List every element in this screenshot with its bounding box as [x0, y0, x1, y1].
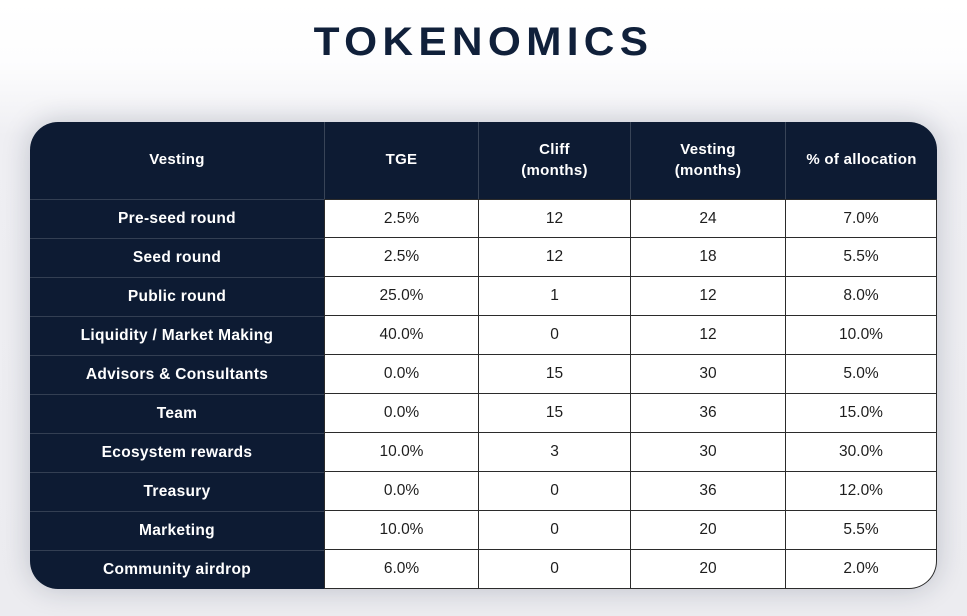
cliff-cell: 15	[478, 355, 630, 394]
vesting-months-cell: 18	[630, 238, 785, 277]
table-row: Marketing 10.0% 0 20 5.5%	[30, 511, 937, 550]
table-row: Public round 25.0% 1 12 8.0%	[30, 277, 937, 316]
vesting-months-cell: 30	[630, 355, 785, 394]
allocation-cell: 12.0%	[785, 472, 937, 511]
vesting-months-cell: 30	[630, 433, 785, 472]
table-row: Liquidity / Market Making 40.0% 0 12 10.…	[30, 316, 937, 355]
column-header-allocation: % of allocation	[785, 122, 937, 199]
allocation-cell: 5.0%	[785, 355, 937, 394]
tge-cell: 0.0%	[324, 355, 478, 394]
table-row: Ecosystem rewards 10.0% 3 30 30.0%	[30, 433, 937, 472]
vesting-schedule-table: Vesting TGE Cliff (months) Vesting (months…	[30, 122, 937, 589]
vesting-months-cell: 20	[630, 511, 785, 550]
cliff-cell: 0	[478, 550, 630, 589]
tge-cell: 2.5%	[324, 199, 478, 238]
cliff-cell: 12	[478, 199, 630, 238]
column-header-tge: TGE	[324, 122, 478, 199]
allocation-cell: 7.0%	[785, 199, 937, 238]
page-title: TOKENOMICS	[313, 20, 654, 64]
row-label: Community airdrop	[30, 550, 324, 589]
table-row: Community airdrop 6.0% 0 20 2.0%	[30, 550, 937, 589]
allocation-cell: 2.0%	[785, 550, 937, 589]
tge-cell: 6.0%	[324, 550, 478, 589]
allocation-cell: 15.0%	[785, 394, 937, 433]
row-label: Liquidity / Market Making	[30, 316, 324, 355]
allocation-cell: 30.0%	[785, 433, 937, 472]
tge-cell: 0.0%	[324, 472, 478, 511]
vesting-months-cell: 24	[630, 199, 785, 238]
column-header-cliff-months: Cliff (months)	[478, 122, 630, 199]
column-header-vesting-months: Vesting (months)	[630, 122, 785, 199]
row-label: Advisors & Consultants	[30, 355, 324, 394]
table-row: Treasury 0.0% 0 36 12.0%	[30, 472, 937, 511]
header-row: Vesting TGE Cliff (months) Vesting (months…	[30, 122, 937, 199]
vesting-months-cell: 36	[630, 394, 785, 433]
tge-cell: 10.0%	[324, 511, 478, 550]
row-label: Marketing	[30, 511, 324, 550]
table-row: Pre-seed round 2.5% 12 24 7.0%	[30, 199, 937, 238]
row-label: Pre-seed round	[30, 199, 324, 238]
row-label: Treasury	[30, 472, 324, 511]
row-label: Team	[30, 394, 324, 433]
allocation-cell: 5.5%	[785, 511, 937, 550]
vesting-months-cell: 36	[630, 472, 785, 511]
table-row: Team 0.0% 15 36 15.0%	[30, 394, 937, 433]
table-row: Seed round 2.5% 12 18 5.5%	[30, 238, 937, 277]
table-row: Advisors & Consultants 0.0% 15 30 5.0%	[30, 355, 937, 394]
vesting-months-cell: 12	[630, 277, 785, 316]
row-label: Public round	[30, 277, 324, 316]
tge-cell: 2.5%	[324, 238, 478, 277]
tokenomics-table: Vesting TGE Cliff (months) Vesting (months…	[30, 122, 937, 589]
tge-cell: 0.0%	[324, 394, 478, 433]
vesting-months-cell: 20	[630, 550, 785, 589]
tge-cell: 25.0%	[324, 277, 478, 316]
vesting-months-cell: 12	[630, 316, 785, 355]
allocation-cell: 8.0%	[785, 277, 937, 316]
cliff-cell: 15	[478, 394, 630, 433]
allocation-cell: 10.0%	[785, 316, 937, 355]
cliff-cell: 0	[478, 511, 630, 550]
column-header-vesting: Vesting	[30, 122, 324, 199]
row-label: Seed round	[30, 238, 324, 277]
cliff-cell: 0	[478, 316, 630, 355]
row-label: Ecosystem rewards	[30, 433, 324, 472]
cliff-cell: 0	[478, 472, 630, 511]
tge-cell: 10.0%	[324, 433, 478, 472]
cliff-cell: 3	[478, 433, 630, 472]
cliff-cell: 12	[478, 238, 630, 277]
cliff-cell: 1	[478, 277, 630, 316]
allocation-cell: 5.5%	[785, 238, 937, 277]
tge-cell: 40.0%	[324, 316, 478, 355]
